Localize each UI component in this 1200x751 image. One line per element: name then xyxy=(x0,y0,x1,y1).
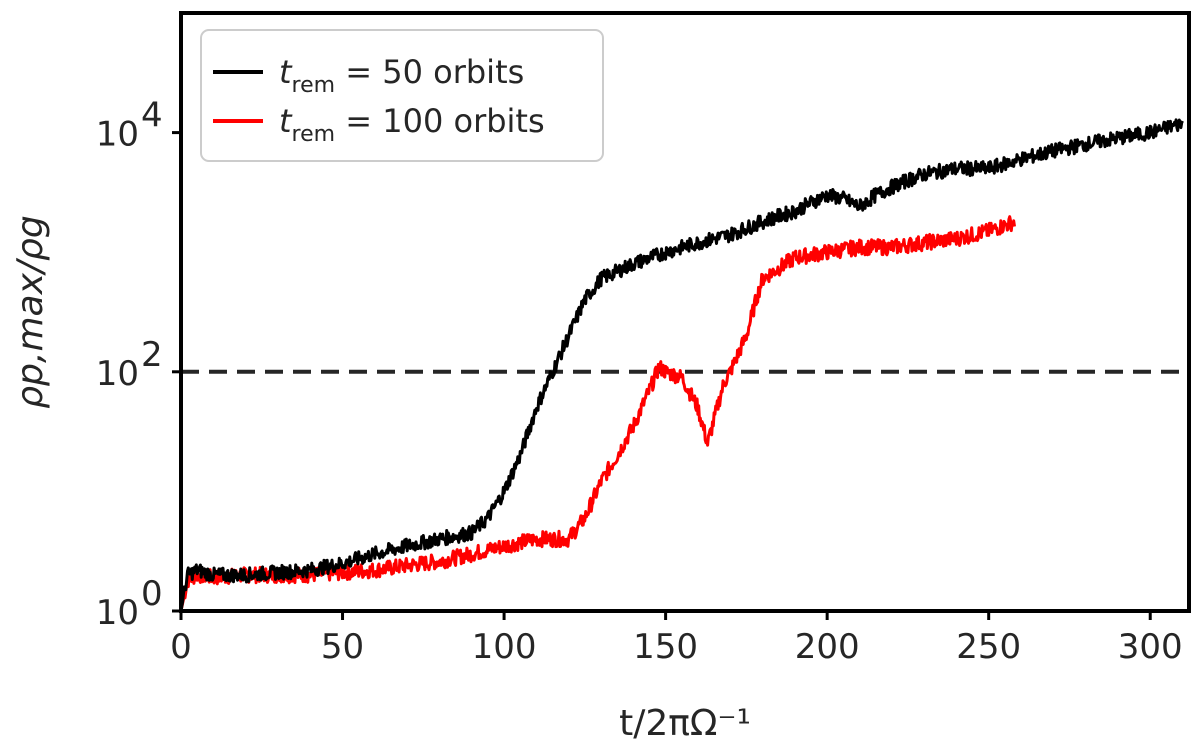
x-tick-label: 0 xyxy=(170,627,192,667)
x-axis-label: t/2πΩ⁻¹ xyxy=(619,703,751,744)
legend-label: trem = 50 orbits xyxy=(279,53,524,98)
y-tick-label: 10 xyxy=(96,354,139,394)
plot-frame xyxy=(179,11,1191,613)
legend-box xyxy=(200,29,604,162)
x-tick-label: 50 xyxy=(321,627,364,667)
x-tick-label: 300 xyxy=(1118,627,1183,667)
y-axis-label: ρp,max/ρg xyxy=(10,215,51,408)
series-line-trem-50 xyxy=(181,118,1184,611)
y-tick-exponent: 2 xyxy=(141,335,163,375)
x-tick-label: 150 xyxy=(633,627,698,667)
axis-labels: t/2πΩ⁻¹ ρp,max/ρg xyxy=(10,215,751,744)
y-tick-label: 10 xyxy=(96,593,139,633)
legend-label: trem = 100 orbits xyxy=(279,102,545,147)
x-tick-label: 100 xyxy=(472,627,537,667)
y-tick-label: 10 xyxy=(96,115,139,155)
data-layer xyxy=(181,118,1189,611)
x-tick-label: 200 xyxy=(795,627,860,667)
y-tick-exponent: 4 xyxy=(141,96,163,136)
y-tick-exponent: 0 xyxy=(141,574,163,614)
x-tick-label: 250 xyxy=(956,627,1021,667)
